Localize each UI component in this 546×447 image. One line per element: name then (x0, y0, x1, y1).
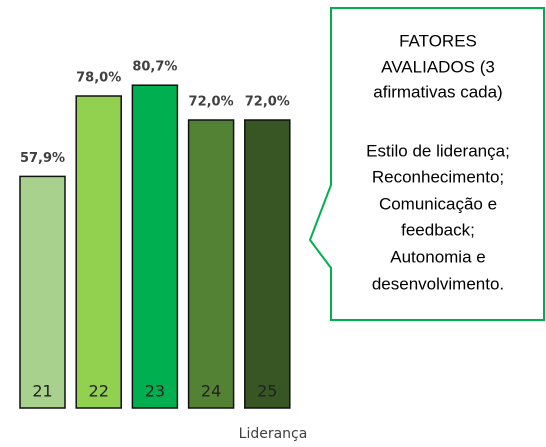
callout-text: afirmativas cada) (373, 82, 502, 101)
x-tick-label: 23 (145, 382, 165, 401)
x-tick-label: 25 (257, 382, 277, 401)
bar (244, 119, 291, 409)
callout-text: AVALIADOS (3 (381, 57, 495, 76)
x-axis-label: Liderança (239, 426, 308, 442)
data-label: 80,7% (132, 60, 177, 75)
callout-text: Reconhecimento; (372, 167, 504, 186)
bar (19, 175, 66, 409)
callout-box (308, 7, 545, 321)
callout-text: Autonomia e (390, 247, 485, 266)
callout-text: desenvolvimento. (372, 274, 504, 293)
callout-text: FATORES (399, 31, 477, 50)
bar (75, 95, 122, 409)
callout-text: Comunicação e (379, 194, 497, 213)
x-tick-label: 21 (32, 382, 52, 401)
bar (187, 119, 235, 409)
callout-text: feedback; (401, 220, 475, 239)
data-label: 57,9% (20, 151, 65, 166)
data-label: 78,0% (76, 71, 121, 86)
data-label: 72,0% (189, 95, 234, 110)
bar (131, 84, 179, 409)
x-tick-label: 24 (201, 382, 221, 401)
x-tick-label: 22 (89, 382, 109, 401)
callout-text: Estilo de liderança; (366, 141, 510, 160)
data-label: 72,0% (245, 95, 290, 110)
